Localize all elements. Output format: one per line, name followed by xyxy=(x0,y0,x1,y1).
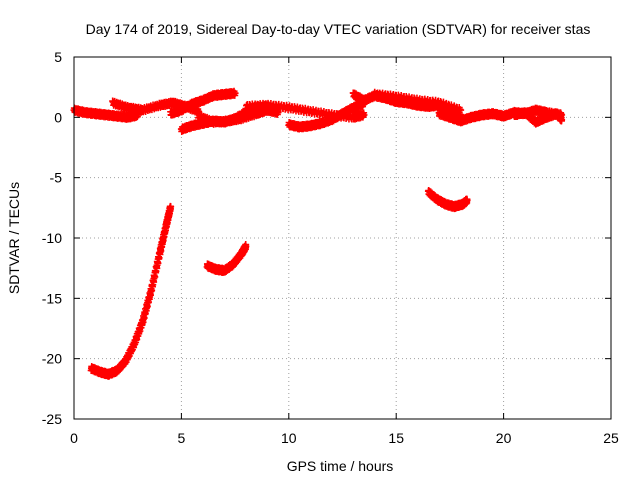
series-sat-i xyxy=(371,88,465,115)
data-point xyxy=(457,106,465,114)
data-point xyxy=(167,203,175,211)
data-point xyxy=(231,89,239,97)
series-sat-e xyxy=(195,104,282,128)
ticks: 0 5 10 15 20 25 5 0 -5 -10 -15 -20 -25 xyxy=(42,49,619,446)
x-tick-label: 25 xyxy=(603,430,619,446)
data-point xyxy=(360,111,368,119)
series-sat-c xyxy=(167,87,239,119)
y-axis-label: SDTVAR / TECUs xyxy=(6,182,22,294)
series-sat-l xyxy=(87,202,175,380)
data-point xyxy=(463,197,471,205)
series-sat-n xyxy=(424,187,471,213)
x-axis-label: GPS time / hours xyxy=(287,458,394,474)
series-sat-a xyxy=(70,104,142,123)
x-tick-label: 0 xyxy=(70,430,78,446)
x-tick-label: 15 xyxy=(388,430,404,446)
series-sat-g xyxy=(285,98,368,133)
y-tick-label: 0 xyxy=(54,109,62,125)
series-layer xyxy=(70,87,566,380)
series-sat-k xyxy=(510,107,566,128)
x-tick-label: 20 xyxy=(496,430,512,446)
y-tick-label: -15 xyxy=(42,290,62,306)
y-tick-label: -20 xyxy=(42,351,62,367)
y-tick-label: -5 xyxy=(50,170,63,186)
y-tick-label: -25 xyxy=(42,411,62,427)
x-tick-label: 5 xyxy=(178,430,186,446)
data-point xyxy=(242,242,250,250)
x-tick-label: 10 xyxy=(281,430,297,446)
y-tick-label: -10 xyxy=(42,230,62,246)
data-point xyxy=(195,107,203,115)
chart-title: Day 174 of 2019, Sidereal Day-to-day VTE… xyxy=(86,21,591,37)
y-tick-label: 5 xyxy=(54,49,62,65)
data-point xyxy=(558,116,566,124)
series-sat-m xyxy=(203,241,250,276)
